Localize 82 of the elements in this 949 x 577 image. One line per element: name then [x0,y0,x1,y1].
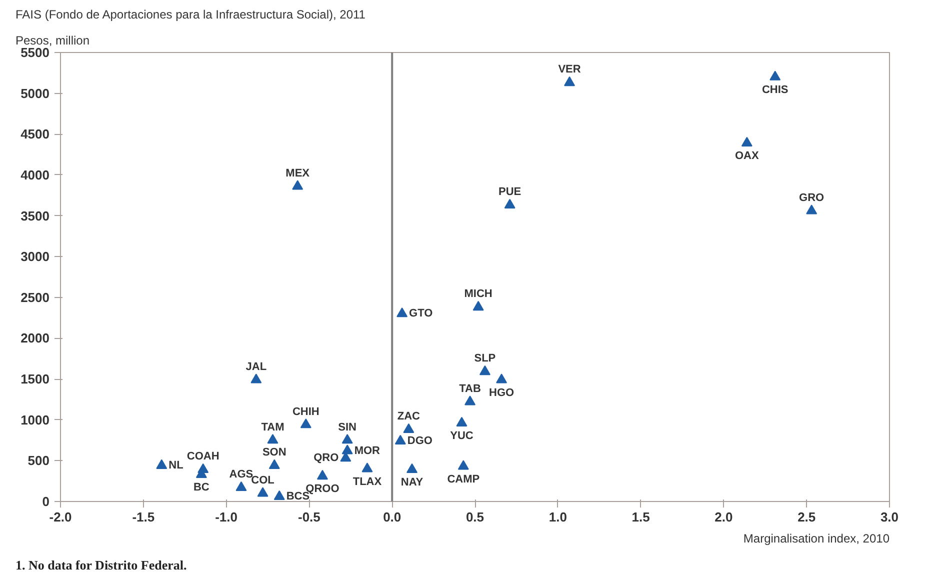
y-tick-label: 5500 [20,45,50,60]
x-axis-title: Marginalisation index, 2010 [743,532,890,546]
y-tick-label: 4000 [20,167,50,182]
point [504,198,516,209]
annotation: CHIS [762,84,788,96]
y-tick-label: 3000 [20,249,50,264]
x-tick-label: 1.0 [548,510,567,524]
y-tick-label: 2000 [20,330,50,346]
point [479,365,490,376]
annotation: SON [262,446,286,459]
point [394,434,406,444]
annotation: MICH [464,288,492,300]
point [464,396,476,406]
annotation: TLAX [352,476,382,488]
annotation: CHIH [292,406,320,418]
y-tick-label: 2500 [20,290,50,305]
annotation: GTO [409,308,434,320]
y-tick-label: 5000 [20,86,50,101]
point [274,490,285,500]
x-tick-label: 3.0 [880,510,899,524]
annotation: COAH [186,450,220,463]
point [564,76,576,86]
point [250,374,262,384]
y-axis-title: Pesos, million [16,34,90,48]
annotation: MEX [286,167,310,180]
point [806,204,818,214]
annotation: GRO [799,192,825,204]
point [300,418,312,428]
point [362,462,373,472]
x-tick-label: 2.0 [714,510,733,524]
annotation: QRO [314,452,340,464]
annotation: CAMP [447,473,480,486]
point [257,487,268,497]
point [458,460,469,470]
point [342,444,353,454]
point [406,463,418,474]
point [770,70,781,80]
annotation: JAL [246,360,267,373]
point [316,470,328,480]
annotation: DGO [407,435,433,448]
annotation: NL [168,460,184,472]
y-tick-label: 4500 [20,126,50,142]
point [267,434,278,444]
annotation: TAM [261,421,284,434]
point [496,374,508,384]
annotation: YUC [450,430,474,442]
text: 1. No data for Distrito Federal. [16,558,187,572]
annotation: VER [558,64,581,76]
y-tick-label: 500 [28,453,50,468]
point [156,459,168,469]
point [472,300,484,311]
x-tick-label: 0.5 [466,510,484,524]
annotation: TAB [459,382,481,395]
annotation: PUE [498,186,522,198]
point [396,307,408,318]
point [403,423,414,434]
x-tick-label: 0.0 [383,510,402,524]
annotation: SIN [338,421,357,434]
x-tick-label: -2.0 [49,510,72,524]
y-tick-label: 3500 [20,208,50,224]
point [456,416,468,427]
y-tick-label: 0 [42,494,50,509]
annotation: OAX [734,150,760,162]
annotation: BC [193,482,210,494]
annotation: MOR [354,444,380,457]
x-tick-label: -1.0 [215,510,238,524]
x-tick-label: -0.5 [298,510,320,524]
annotation: SLP [474,352,496,365]
x-tick-label: 1.5 [632,510,650,524]
point [292,180,304,190]
point [741,136,752,147]
point [268,459,280,469]
y-tick-label: 1500 [20,372,50,387]
point [342,434,353,444]
x-tick-label: 2.5 [798,510,816,524]
point [236,481,247,492]
annotation: NAY [400,476,424,489]
chart-title: FAIS (Fondo de Aportaciones para la Infraestructura Social), 2011 [16,8,366,22]
y-tick-label: 1000 [20,412,50,428]
x-tick-label: -1.5 [132,510,155,524]
annotation: HGO [489,386,514,399]
annotation: ZAC [397,410,420,423]
